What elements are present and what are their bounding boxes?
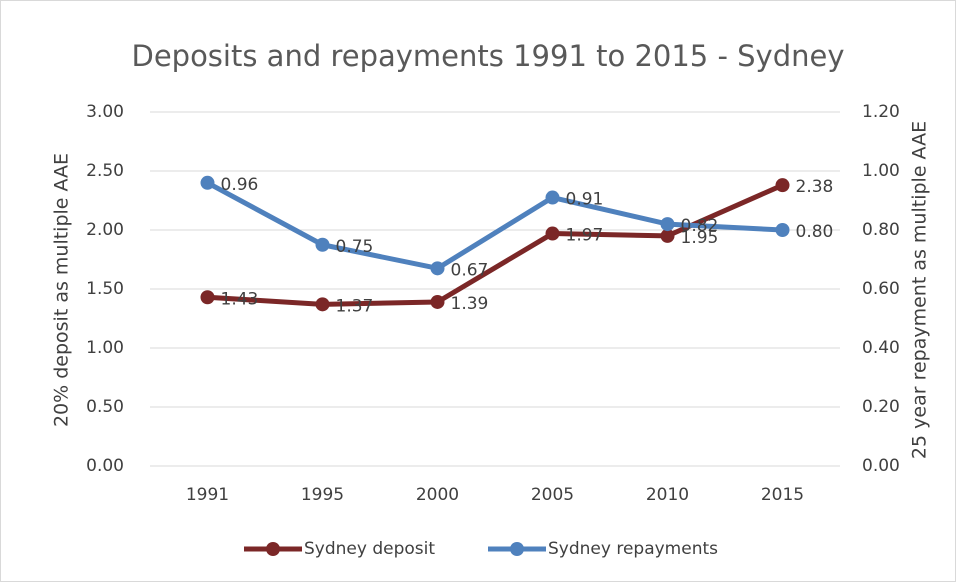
data-label: 1.97 xyxy=(566,226,604,246)
legend-marker xyxy=(266,542,280,556)
data-label: 0.67 xyxy=(451,260,489,280)
data-label: 0.96 xyxy=(221,175,259,195)
x-tick-label: 2000 xyxy=(416,485,459,505)
x-tick-label: 1995 xyxy=(301,485,344,505)
y2-tick-label: 0.00 xyxy=(862,456,900,476)
series-marker xyxy=(430,294,445,309)
data-label: 1.95 xyxy=(681,228,719,248)
series-marker xyxy=(430,261,445,276)
x-tick-label: 2010 xyxy=(646,485,689,505)
series-marker xyxy=(775,223,790,237)
series-marker xyxy=(545,190,560,205)
series-marker xyxy=(315,297,330,312)
y2-tick-label: 0.40 xyxy=(862,338,900,358)
y-tick-label: 3.00 xyxy=(86,102,124,122)
y2-tick-label: 1.00 xyxy=(862,161,900,181)
series-marker xyxy=(200,290,215,305)
data-label: 1.43 xyxy=(221,289,259,309)
y-tick-label: 0.00 xyxy=(86,456,124,476)
y-axis-title: 20% deposit as multiple AAE xyxy=(51,153,73,427)
chart-title: Deposits and repayments 1991 to 2015 - S… xyxy=(131,39,844,73)
y-tick-label: 1.50 xyxy=(86,279,124,299)
legend-label: Sydney repayments xyxy=(548,539,718,559)
legend-marker xyxy=(510,542,524,556)
legend-label: Sydney deposit xyxy=(304,539,435,559)
x-tick-label: 2005 xyxy=(531,485,574,505)
series-marker xyxy=(545,226,560,241)
series-marker xyxy=(660,228,675,243)
series-marker xyxy=(660,217,675,232)
series-line xyxy=(206,180,783,271)
y2-tick-label: 0.20 xyxy=(862,397,900,417)
series-marker xyxy=(775,178,790,193)
series-marker xyxy=(315,237,330,252)
data-label: 0.82 xyxy=(681,216,719,236)
x-tick-label: 2015 xyxy=(761,485,804,505)
y2-tick-label: 0.60 xyxy=(862,279,900,299)
data-label: 1.39 xyxy=(451,294,489,314)
data-label: 0.75 xyxy=(336,237,374,257)
data-label: 0.80 xyxy=(796,222,834,242)
series-marker xyxy=(200,175,215,190)
y-tick-label: 0.50 xyxy=(86,397,124,417)
y2-tick-label: 1.20 xyxy=(862,102,900,122)
y-tick-label: 2.00 xyxy=(86,220,124,240)
y2-tick-label: 0.80 xyxy=(862,220,900,240)
y-tick-label: 1.00 xyxy=(86,338,124,358)
data-label: 0.91 xyxy=(566,190,604,210)
x-tick-label: 1991 xyxy=(186,485,229,505)
data-label: 2.38 xyxy=(796,177,834,197)
y-tick-label: 2.50 xyxy=(86,161,124,181)
data-label: 1.37 xyxy=(336,296,374,316)
y2-axis-title: 25 year repayment as multiple AAE xyxy=(909,121,931,459)
